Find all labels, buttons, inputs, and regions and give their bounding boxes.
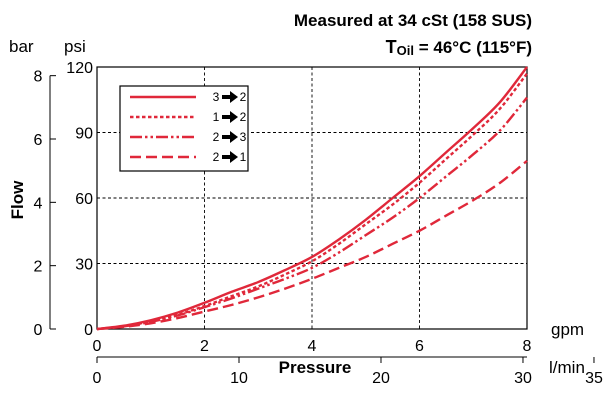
- psi-tick-label: 120: [66, 60, 93, 77]
- legend: 3 2 1 2 2 3 2 1: [119, 85, 249, 172]
- arrow-shaft: [222, 115, 231, 119]
- lmin-axis: [96, 356, 595, 363]
- series-line-2-to-1: [96, 159, 528, 331]
- psi-tick-label: 0: [84, 322, 93, 339]
- series-line-2-to-3: [96, 96, 528, 331]
- arrow-right-icon: [222, 131, 238, 143]
- bar-tick-label: 2: [34, 259, 43, 276]
- arrow-right-icon: [222, 151, 238, 163]
- psi-tick-label: 90: [75, 126, 93, 143]
- psi-tick-label: 30: [75, 257, 93, 274]
- bar-axis: [49, 75, 56, 330]
- bar-tick-label: 6: [34, 132, 43, 149]
- legend-to-label: 2: [240, 90, 247, 104]
- title-oil-subscript: Oil: [397, 43, 414, 58]
- title-t: T: [386, 37, 397, 57]
- arrow-head: [230, 151, 238, 163]
- arrow-head: [230, 111, 238, 123]
- series-line-3-to-2: [96, 66, 528, 331]
- gpm-tick-label: 4: [308, 338, 317, 355]
- chart-title-line2: TOil = 46°C (115°F): [386, 37, 532, 58]
- legend-to-label: 1: [240, 150, 247, 164]
- plot-frame: [96, 66, 528, 330]
- chart-title-line1: Measured at 34 cSt (158 SUS): [294, 11, 532, 30]
- series-lines: [96, 66, 528, 331]
- gpm-tick-label: 2: [200, 338, 209, 355]
- lmin-tick-label: 20: [372, 370, 390, 387]
- x-unit-lmin: l/min: [549, 358, 585, 377]
- lmin-tick-label: 30: [514, 370, 532, 387]
- legend-from-label: 2: [213, 150, 220, 164]
- lmin-tick-label: 0: [93, 370, 102, 387]
- tick-labels: 0 30 60 90 120 0 2 4 6 8 0 2 4 6 8 0 10 20 30 35: [34, 60, 603, 387]
- gpm-tick-label: 0: [93, 338, 102, 355]
- arrow-head: [230, 91, 238, 103]
- legend-from-label: 1: [213, 110, 220, 124]
- legend-from-label: 2: [213, 130, 220, 144]
- arrow-head: [230, 131, 238, 143]
- lmin-tick-label: 10: [230, 370, 248, 387]
- title-temperature: = 46°C (115°F): [414, 38, 532, 57]
- arrow-shaft: [222, 95, 231, 99]
- y-axis-title: Flow: [8, 180, 27, 219]
- gpm-tick-label: 8: [523, 338, 532, 355]
- gpm-tick-label: 6: [415, 338, 424, 355]
- arrow-right-icon: [222, 111, 238, 123]
- arrow-right-icon: [222, 91, 238, 103]
- legend-to-label: 2: [240, 110, 247, 124]
- x-unit-gpm: gpm: [551, 320, 584, 339]
- legend-to-label: 3: [240, 130, 247, 144]
- y-unit-psi: psi: [64, 37, 86, 56]
- legend-from-label: 3: [213, 90, 220, 104]
- arrow-shaft: [222, 135, 231, 139]
- x-axis-title: Pressure: [279, 358, 352, 377]
- bar-tick-label: 0: [34, 322, 43, 339]
- bar-tick-label: 4: [34, 195, 43, 212]
- bar-tick-label: 8: [34, 69, 43, 86]
- lmin-tick-label: 35: [585, 370, 603, 387]
- y-unit-bar: bar: [9, 37, 34, 56]
- arrow-shaft: [222, 155, 231, 159]
- psi-tick-label: 60: [75, 191, 93, 208]
